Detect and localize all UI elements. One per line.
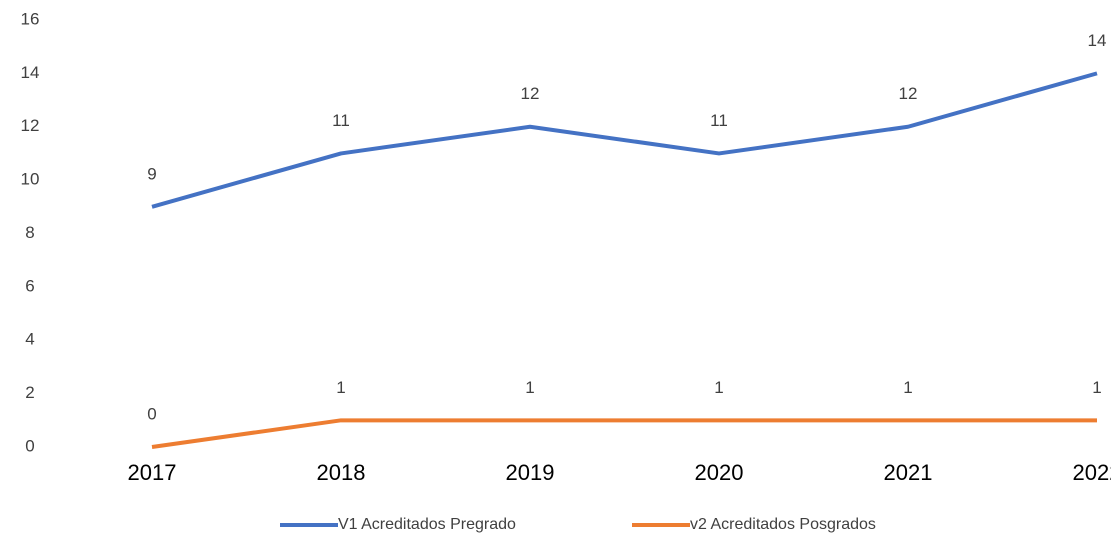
data-label: 14 [1088,31,1107,50]
y-tick-label: 0 [25,436,34,455]
series-line [151,71,1098,209]
y-tick-label: 8 [25,223,34,242]
y-tick-label: 12 [21,116,40,135]
y-tick-label: 10 [21,170,40,189]
series-line [151,418,1097,449]
x-tick-label: 2019 [506,460,555,485]
data-label: 12 [521,84,540,103]
data-label: 11 [332,111,350,130]
x-tick-label: 2017 [128,460,177,485]
data-label: 1 [903,378,912,397]
y-tick-label: 4 [25,330,34,349]
data-label: 9 [147,164,156,183]
x-tick-label: 2021 [884,460,933,485]
y-tick-label: 6 [25,276,34,295]
x-tick-label: 2020 [695,460,744,485]
data-label: 1 [714,378,723,397]
y-tick-label: 2 [25,383,34,402]
y-tick-label: 16 [21,9,40,28]
data-label: 12 [899,84,918,103]
legend-label: V1 Acreditados Pregrado [338,516,516,533]
x-tick-label: 2022 [1073,460,1111,485]
x-tick-label: 2018 [317,460,366,485]
data-label: 1 [336,378,345,397]
data-label: 1 [1092,378,1101,397]
data-label: 1 [525,378,534,397]
data-label: 0 [147,404,156,423]
y-tick-label: 14 [21,63,40,82]
data-label: 11 [710,111,728,130]
legend-label: v2 Acreditados Posgrados [690,516,876,533]
